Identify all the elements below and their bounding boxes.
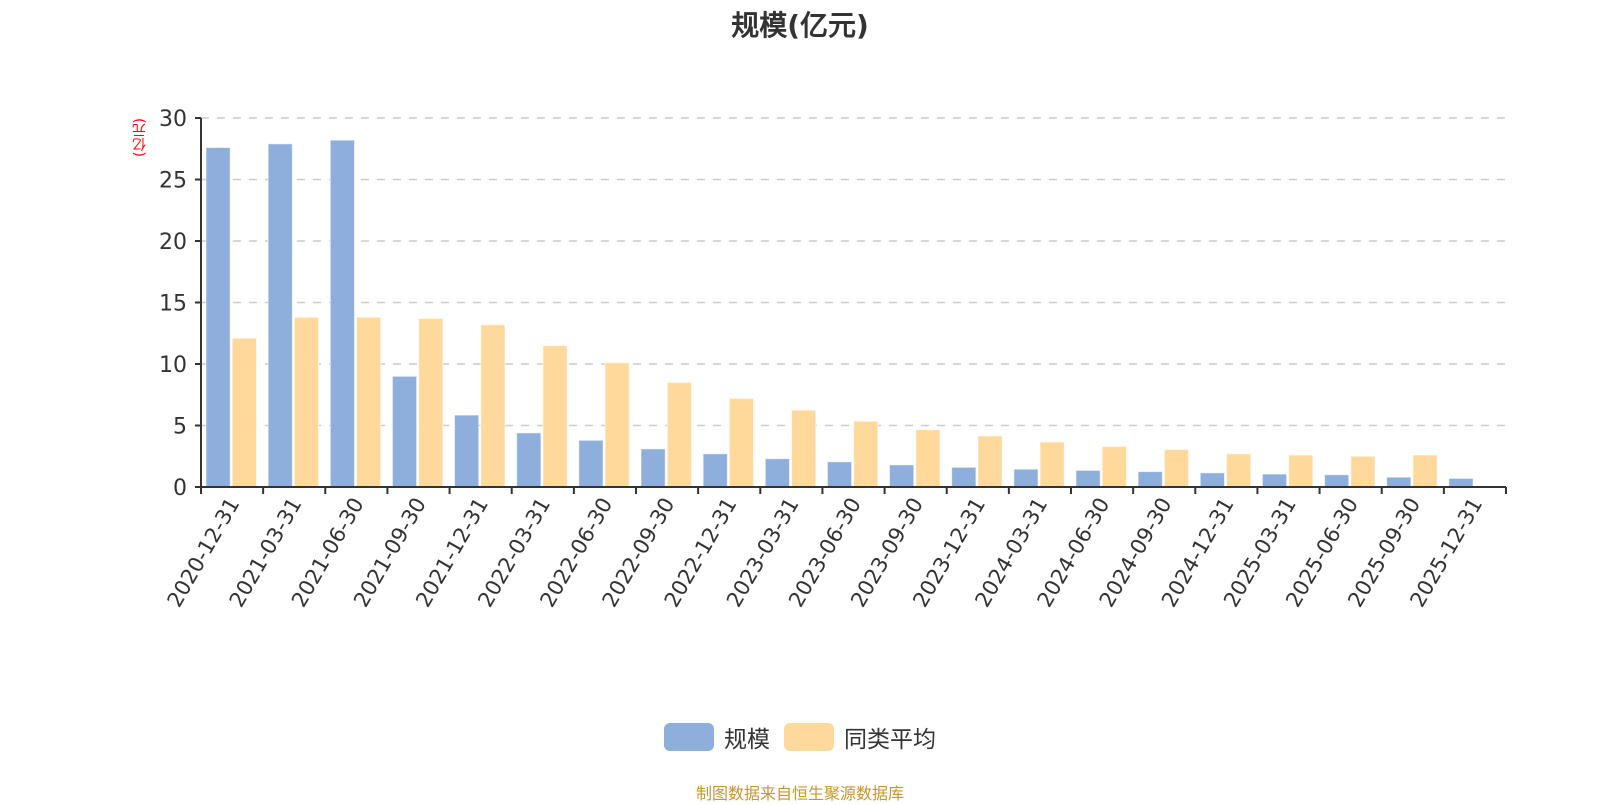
data-source-note: 制图数据来自恒生聚源数据库 (695, 784, 904, 803)
bar-scale[interactable] (951, 466, 977, 488)
bar-peer-average[interactable] (1288, 454, 1314, 488)
bar-peer-average[interactable] (480, 324, 506, 488)
y-tick-label: 0 (173, 476, 187, 501)
bar-peer-average[interactable] (977, 435, 1003, 488)
bar-chart: 0510152025302020-12-312021-03-312021-06-… (159, 107, 1507, 611)
bar-scale[interactable] (826, 461, 853, 488)
bar-peer-average[interactable] (355, 316, 382, 488)
bar-scale[interactable] (1199, 472, 1225, 488)
y-tick-label: 10 (159, 353, 187, 378)
bar-scale[interactable] (702, 453, 728, 488)
bar-scale[interactable] (329, 139, 355, 488)
bar-scale[interactable] (391, 375, 418, 488)
bar-scale[interactable] (1261, 473, 1288, 488)
bar-scale[interactable] (1013, 468, 1039, 488)
bar-scale[interactable] (267, 143, 293, 488)
chart-title: 规模(亿元) (731, 9, 869, 42)
bar-peer-average[interactable] (418, 317, 444, 488)
legend-swatch-scale (664, 723, 714, 751)
bar-peer-average[interactable] (1039, 441, 1065, 488)
legend-label-peer-average: 同类平均 (844, 727, 936, 753)
y-tick-label: 20 (159, 230, 187, 255)
bar-scale[interactable] (578, 439, 604, 488)
legend-swatch-peer-average (784, 723, 834, 751)
bar-peer-average[interactable] (231, 337, 257, 488)
y-tick-label: 25 (159, 169, 187, 194)
legend-item-scale[interactable]: 规模 (664, 720, 770, 754)
bar-scale[interactable] (889, 464, 915, 488)
bar-scale[interactable] (516, 432, 542, 488)
bar-peer-average[interactable] (604, 362, 630, 488)
legend-item-peer-average[interactable]: 同类平均 (784, 720, 936, 754)
bar-peer-average[interactable] (1412, 454, 1438, 488)
bar-scale[interactable] (454, 414, 480, 488)
bar-peer-average[interactable] (666, 381, 692, 488)
legend: 规模 同类平均 (0, 720, 1600, 754)
legend-label-scale: 规模 (724, 727, 770, 753)
bar-scale[interactable] (1386, 476, 1412, 488)
bar-peer-average[interactable] (1101, 445, 1127, 488)
bar-peer-average[interactable] (293, 316, 320, 488)
bar-scale[interactable] (640, 448, 666, 488)
bar-peer-average[interactable] (915, 429, 941, 488)
y-tick-label: 5 (173, 415, 187, 440)
bar-scale[interactable] (205, 147, 231, 488)
bar-scale[interactable] (1324, 474, 1350, 488)
bar-scale[interactable] (1448, 477, 1474, 488)
bar-scale[interactable] (1137, 471, 1163, 488)
bar-peer-average[interactable] (1163, 448, 1190, 488)
y-tick-label: 15 (159, 292, 187, 317)
bar-scale[interactable] (764, 458, 790, 488)
bar-peer-average[interactable] (1225, 453, 1252, 488)
bar-peer-average[interactable] (853, 420, 879, 488)
bar-peer-average[interactable] (728, 397, 755, 488)
y-tick-label: 30 (159, 107, 187, 132)
bar-peer-average[interactable] (1350, 455, 1376, 488)
bar-scale[interactable] (1075, 469, 1101, 488)
bar-peer-average[interactable] (542, 345, 568, 488)
bar-peer-average[interactable] (790, 409, 817, 488)
